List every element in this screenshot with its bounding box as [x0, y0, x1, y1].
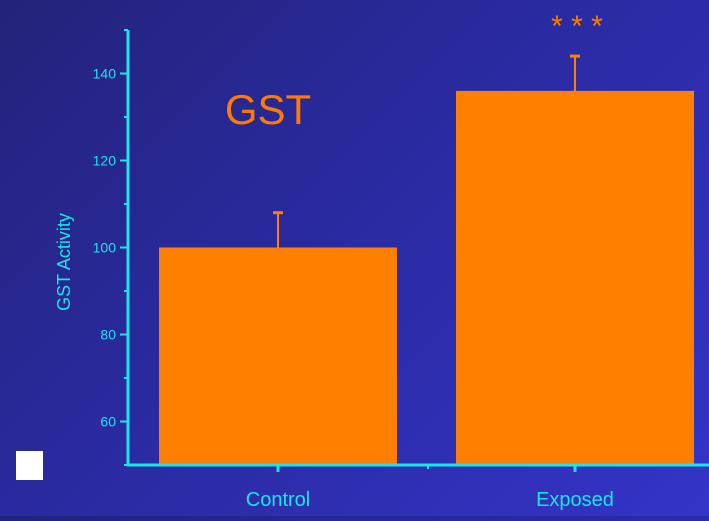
y-axis-label: GST Activity [54, 213, 74, 311]
y-tick-label-60: 60 [100, 414, 116, 430]
y-tick-label-80: 80 [100, 327, 116, 343]
chart-title: GST [225, 86, 311, 133]
y-tick-label-140: 140 [93, 66, 117, 82]
x-tick-label-control: Control [246, 489, 310, 511]
bar-exposed [456, 90, 694, 466]
y-tick-label-100: 100 [93, 240, 117, 256]
x-tick-label-exposed: Exposed [536, 489, 614, 511]
bar-control [159, 247, 397, 465]
y-tick-label-120: 120 [93, 153, 117, 169]
slide-marker-square [16, 451, 43, 480]
significance-annotation: * * * [551, 10, 603, 43]
